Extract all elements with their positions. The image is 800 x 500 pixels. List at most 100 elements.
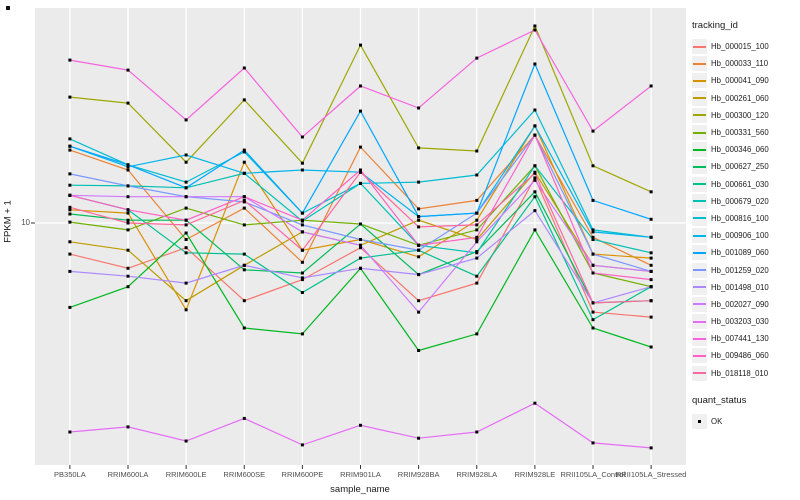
- data-point: [126, 274, 130, 278]
- data-point: [591, 318, 595, 322]
- data-point: [533, 133, 537, 137]
- data-point: [533, 178, 537, 182]
- data-point: [300, 291, 304, 294]
- data-point: [533, 228, 537, 232]
- legend-item: Hb_000033_110: [692, 55, 798, 72]
- x-tick-label: RRIM600LA: [107, 470, 149, 479]
- legend-item-label: Hb_000041_090: [711, 76, 769, 86]
- data-point: [417, 180, 421, 184]
- legend-item-ok: OK: [692, 413, 798, 430]
- data-point: [417, 248, 421, 252]
- data-point: [68, 220, 72, 224]
- data-point: [126, 285, 130, 289]
- data-point: [242, 160, 246, 164]
- legend-title-quant-status: quant_status: [692, 394, 747, 406]
- data-point: [649, 285, 653, 289]
- x-tick-label: RRIM600SE: [223, 470, 266, 479]
- data-point: [184, 218, 188, 222]
- data-point: [591, 326, 595, 330]
- data-point: [126, 101, 130, 105]
- data-point: [184, 160, 188, 164]
- data-point: [126, 211, 130, 215]
- data-point: [591, 198, 595, 202]
- data-point: [475, 256, 479, 260]
- legend-item: Hb_009486_060: [692, 347, 798, 364]
- data-point: [126, 266, 130, 270]
- data-point: [475, 274, 479, 278]
- legend-line-icon: [693, 320, 706, 323]
- legend-key-swatch: [692, 39, 707, 55]
- data-point: [300, 443, 304, 447]
- legend-key-swatch: [692, 228, 707, 244]
- legend-line-icon: [693, 354, 706, 357]
- data-point: [242, 206, 246, 210]
- data-point: [649, 345, 653, 349]
- data-point: [475, 238, 479, 241]
- legend-item-label: Hb_000015_100: [711, 42, 769, 52]
- data-point: [417, 225, 421, 229]
- legend-item-label: OK: [711, 416, 723, 426]
- data-point: [300, 211, 304, 215]
- data-point: [475, 149, 479, 153]
- data-point: [417, 349, 421, 352]
- data-point: [300, 135, 304, 139]
- data-point: [359, 170, 362, 174]
- data-point: [591, 235, 595, 239]
- data-point: [591, 441, 595, 445]
- data-point: [475, 430, 479, 434]
- legend-line-icon: [693, 79, 706, 82]
- data-point: [359, 222, 362, 226]
- data-point: [242, 416, 246, 420]
- legend-item: Hb_002027_090: [692, 296, 798, 313]
- legend-item: Hb_000627_250: [692, 158, 798, 175]
- data-point: [300, 223, 304, 227]
- legend-item: Hb_000816_100: [692, 210, 798, 227]
- legend-line-icon: [693, 131, 706, 134]
- data-point: [533, 401, 537, 405]
- data-point: [475, 211, 479, 215]
- legend-key-swatch: [692, 279, 707, 295]
- legend-line-icon: [693, 148, 706, 151]
- data-point: [184, 180, 188, 184]
- data-point: [68, 305, 72, 309]
- data-point: [649, 299, 653, 303]
- x-tick-label: RRIM600PE: [281, 470, 324, 479]
- legend-key-swatch: [692, 365, 707, 381]
- data-point: [533, 190, 537, 194]
- legend-item-label: Hb_000906_100: [711, 231, 769, 241]
- x-tick-label: RRIM928LA: [456, 470, 498, 479]
- data-point: [184, 231, 188, 235]
- legend-item-label: Hb_000033_110: [711, 59, 769, 69]
- legend-key-swatch: [692, 262, 707, 278]
- legend-key-swatch: [692, 210, 707, 226]
- data-point: [126, 425, 130, 429]
- data-point: [242, 268, 246, 272]
- data-point: [417, 215, 421, 219]
- x-axis-tick-labels: PB350LA RRIM600LA RRIM600LE RRIM600SE RRIM60…: [0, 470, 800, 482]
- stray-mark: [6, 6, 10, 10]
- data-point: [184, 281, 188, 285]
- data-point: [475, 235, 479, 239]
- data-point: [417, 218, 421, 222]
- data-point: [359, 181, 362, 185]
- legend-item: Hb_007441_130: [692, 330, 798, 347]
- x-tick-label: RRIM901LA: [340, 470, 381, 479]
- legend-line-icon: [693, 62, 706, 65]
- data-point: [591, 301, 595, 305]
- data-point: [68, 148, 72, 152]
- data-point: [533, 209, 537, 213]
- data-point: [417, 299, 421, 303]
- quant-ok-key-swatch: [692, 413, 707, 429]
- legend-item-label: Hb_000261_060: [711, 93, 769, 103]
- data-point: [649, 84, 653, 88]
- data-point: [68, 208, 72, 212]
- data-point: [417, 273, 421, 277]
- legend-item-label: Hb_018118_010: [711, 368, 769, 378]
- legend-key-swatch: [692, 125, 707, 141]
- data-point: [184, 246, 188, 250]
- data-point: [533, 24, 537, 28]
- legend-item-label: Hb_001259_020: [711, 265, 769, 275]
- data-point: [359, 168, 362, 172]
- data-point: [649, 269, 653, 273]
- data-point: [68, 240, 72, 244]
